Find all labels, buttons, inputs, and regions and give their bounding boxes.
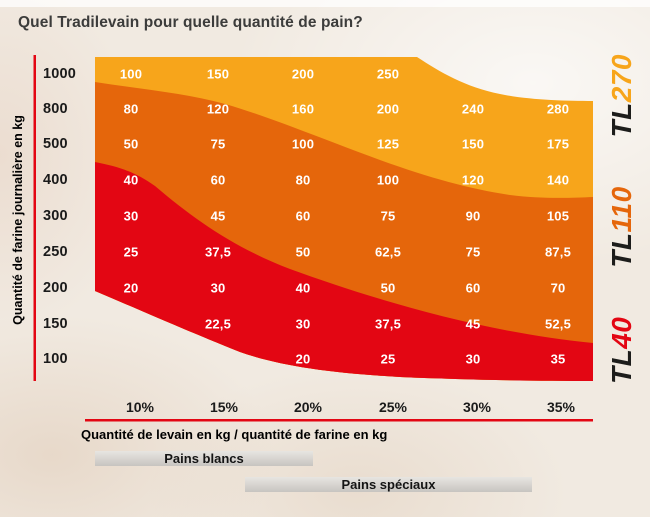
cell-value: 75	[465, 244, 481, 260]
cell-value: 50	[295, 244, 311, 260]
pains-blancs-bar: Pains blancs	[95, 451, 313, 466]
cell-value: 240	[461, 101, 485, 117]
cell-value: 20	[295, 351, 311, 367]
band-tl40	[95, 162, 593, 381]
cell-value: 45	[210, 208, 226, 224]
cell-value: 25	[380, 351, 396, 367]
product-label: TL110	[606, 186, 638, 267]
product-number: 40	[606, 316, 637, 349]
cell-value: 45	[465, 316, 481, 332]
cell-value: 37,5	[204, 244, 232, 260]
cell-value: 35	[550, 351, 566, 367]
cell-value: 30	[123, 208, 139, 224]
cell-value: 200	[376, 101, 400, 117]
product-prefix: TL	[606, 348, 637, 384]
cell-value: 60	[465, 280, 481, 296]
y-tick-label: 800	[43, 101, 68, 117]
x-tick-label: 25%	[378, 399, 408, 415]
y-tick-label: 250	[43, 244, 68, 260]
pains-speciaux-bar: Pains spéciaux	[245, 477, 532, 492]
cell-value: 200	[291, 66, 315, 82]
cell-value: 87,5	[544, 244, 572, 260]
page-title: Quel Tradilevain pour quelle quantité de…	[18, 14, 363, 31]
cell-value: 62,5	[374, 244, 402, 260]
y-tick-label: 300	[43, 208, 68, 224]
y-tick-label: 400	[43, 172, 68, 188]
cell-value: 40	[295, 280, 311, 296]
cell-value: 105	[546, 208, 570, 224]
y-axis-title: Quantité de farine journalière en kg	[11, 115, 25, 325]
x-tick-label: 10%	[125, 399, 155, 415]
cell-value: 40	[123, 172, 139, 188]
y-tick-label: 200	[43, 280, 68, 296]
cell-value: 280	[546, 101, 570, 117]
cell-value: 70	[550, 280, 566, 296]
product-prefix: TL	[606, 102, 637, 138]
cell-value: 250	[376, 66, 400, 82]
cell-value: 50	[380, 280, 396, 296]
y-tick-label: 150	[43, 316, 68, 332]
cell-value: 150	[461, 136, 485, 152]
cell-value: 100	[291, 136, 315, 152]
cell-value: 120	[461, 172, 485, 188]
x-axis-line	[85, 419, 593, 422]
cell-value: 50	[123, 136, 139, 152]
y-tick-label: 1000	[43, 66, 77, 82]
product-number: 270	[606, 54, 637, 103]
cell-value: 30	[210, 280, 226, 296]
top-sheen	[0, 0, 650, 7]
cell-value: 100	[376, 172, 400, 188]
pains-speciaux-label: Pains spéciaux	[341, 477, 436, 492]
y-tick-label: 100	[43, 351, 68, 367]
cell-value: 120	[206, 101, 230, 117]
y-tick-label: 500	[43, 136, 68, 152]
cell-value: 160	[291, 101, 315, 117]
x-axis-title: Quantité de levain en kg / quantité de f…	[81, 427, 388, 442]
x-tick-label: 15%	[209, 399, 239, 415]
x-tick-label: 20%	[293, 399, 323, 415]
product-labels: TL40 TL110 TL270	[600, 54, 644, 384]
pains-blancs-label: Pains blancs	[164, 451, 244, 466]
cell-value: 30	[295, 316, 311, 332]
cell-value: 80	[123, 101, 139, 117]
cell-value: 20	[123, 280, 139, 296]
cell-value: 75	[380, 208, 396, 224]
cell-value: 25	[123, 244, 139, 260]
cell-value: 60	[210, 172, 226, 188]
cell-value: 37,5	[374, 316, 402, 332]
cell-value: 30	[465, 351, 481, 367]
product-label: TL40	[606, 317, 638, 384]
cell-value: 175	[546, 136, 570, 152]
cell-value: 90	[465, 208, 481, 224]
cell-value: 150	[206, 66, 230, 82]
y-axis-line	[33, 55, 36, 381]
cell-value: 22,5	[204, 316, 232, 332]
cell-value: 100	[119, 66, 143, 82]
x-tick-label: 30%	[462, 399, 492, 415]
cell-value: 75	[210, 136, 226, 152]
cell-value: 125	[376, 136, 400, 152]
cell-value: 60	[295, 208, 311, 224]
product-prefix: TL	[606, 232, 637, 268]
x-tick-label: 35%	[546, 399, 576, 415]
product-number: 110	[606, 186, 637, 233]
cell-value: 140	[546, 172, 570, 188]
cell-value: 52,5	[544, 316, 572, 332]
cell-value: 80	[295, 172, 311, 188]
product-label: TL270	[606, 54, 638, 137]
